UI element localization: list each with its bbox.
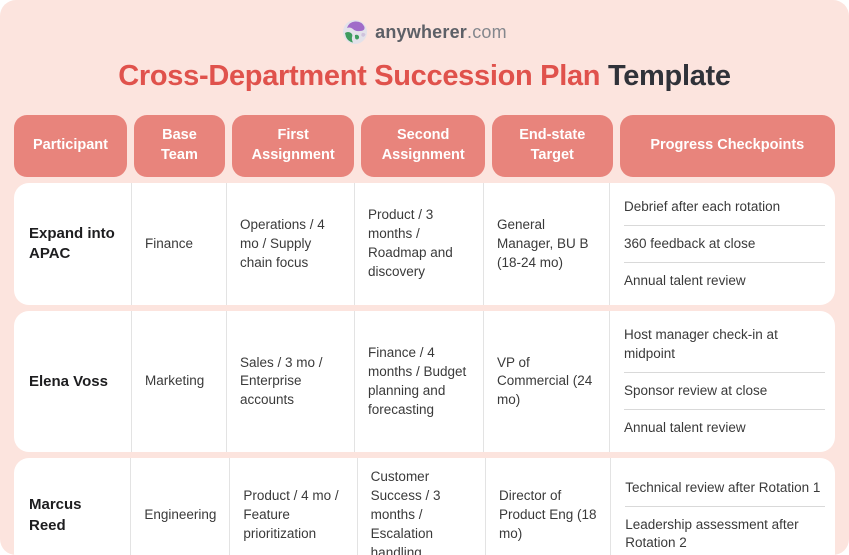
cell-first-assignment: Operations / 4 mo / Supply chain focus <box>227 182 355 306</box>
cell-participant: Expand into APAC <box>14 182 132 306</box>
checkpoint-item: Debrief after each rotation <box>624 198 781 214</box>
cell-progress-checkpoints: Debrief after each rotation 360 feedback … <box>610 183 835 306</box>
checkpoint-item: Leadership assessment after Rotation 2 <box>625 505 825 555</box>
logo-text: anywherer.com <box>375 22 507 43</box>
page-title-highlight: Cross-Department Succession Plan <box>118 60 608 92</box>
cell-progress-checkpoints: Host manager check-in at midpoint Sponsor… <box>610 311 835 452</box>
column-header-base-team: Base Team <box>133 114 225 177</box>
table-row: Elena Voss Marketing Sales / 3 mo / Ente… <box>14 311 835 453</box>
cell-base-team: Engineering <box>131 458 231 555</box>
column-header-second-assignment: Second Assignment <box>361 114 485 177</box>
table-row: Expand into APAC Finance Operations / 4 … <box>14 182 835 306</box>
cell-second-assignment: Product / 3 months / Roadmap and discove… <box>355 182 484 306</box>
logo-name: anywherer <box>375 21 468 42</box>
cell-second-assignment: Finance / 4 months / Budget planning and… <box>355 311 484 453</box>
column-header-first-assignment: First Assignment <box>231 114 355 177</box>
globe-icon <box>343 20 368 44</box>
cell-participant: Marcus Reed <box>14 458 132 555</box>
logo-tld: .com <box>467 21 507 42</box>
cell-participant: Elena Voss <box>14 311 132 453</box>
checkpoint-item: Annual talent review <box>624 262 825 299</box>
page-title: Cross-Department Succession Plan Templat… <box>14 59 835 94</box>
table-row: Marcus Reed Engineering Product / 4 mo /… <box>14 458 835 555</box>
checkpoint-item: Technical review after Rotation 1 <box>625 479 821 495</box>
checkpoint-item: 360 feedback at close <box>624 225 825 262</box>
cell-progress-checkpoints: Technical review after Rotation 1 Leaders… <box>611 458 835 555</box>
cell-end-state-target: Director of Product Eng (18 mo) <box>486 458 612 555</box>
page-title-rest: Template <box>607 60 731 92</box>
table-header-row: Participant Base Team First Assignment S… <box>14 114 835 177</box>
checkpoint-item: Host manager check-in at midpoint <box>624 327 778 361</box>
cell-first-assignment: Sales / 3 mo / Enterprise accounts <box>227 311 355 453</box>
cell-base-team: Marketing <box>132 311 227 453</box>
cell-end-state-target: General Manager, BU B (18-24 mo) <box>484 182 610 306</box>
cell-end-state-target: VP of Commercial (24 mo) <box>484 311 610 453</box>
cell-base-team: Finance <box>132 182 227 306</box>
site-logo[interactable]: anywherer.com <box>14 18 835 46</box>
column-header-participant: Participant <box>14 114 127 177</box>
checkpoint-item: Sponsor review at close <box>624 371 825 409</box>
cell-first-assignment: Product / 4 mo / Feature prioritization <box>230 458 358 555</box>
column-header-end-state-target: End-state Target <box>491 114 613 177</box>
checkpoint-item: Annual talent review <box>624 409 825 446</box>
column-header-progress-checkpoints: Progress Checkpoints <box>619 114 835 177</box>
cell-second-assignment: Customer Success / 3 months / Escalation… <box>358 458 486 555</box>
